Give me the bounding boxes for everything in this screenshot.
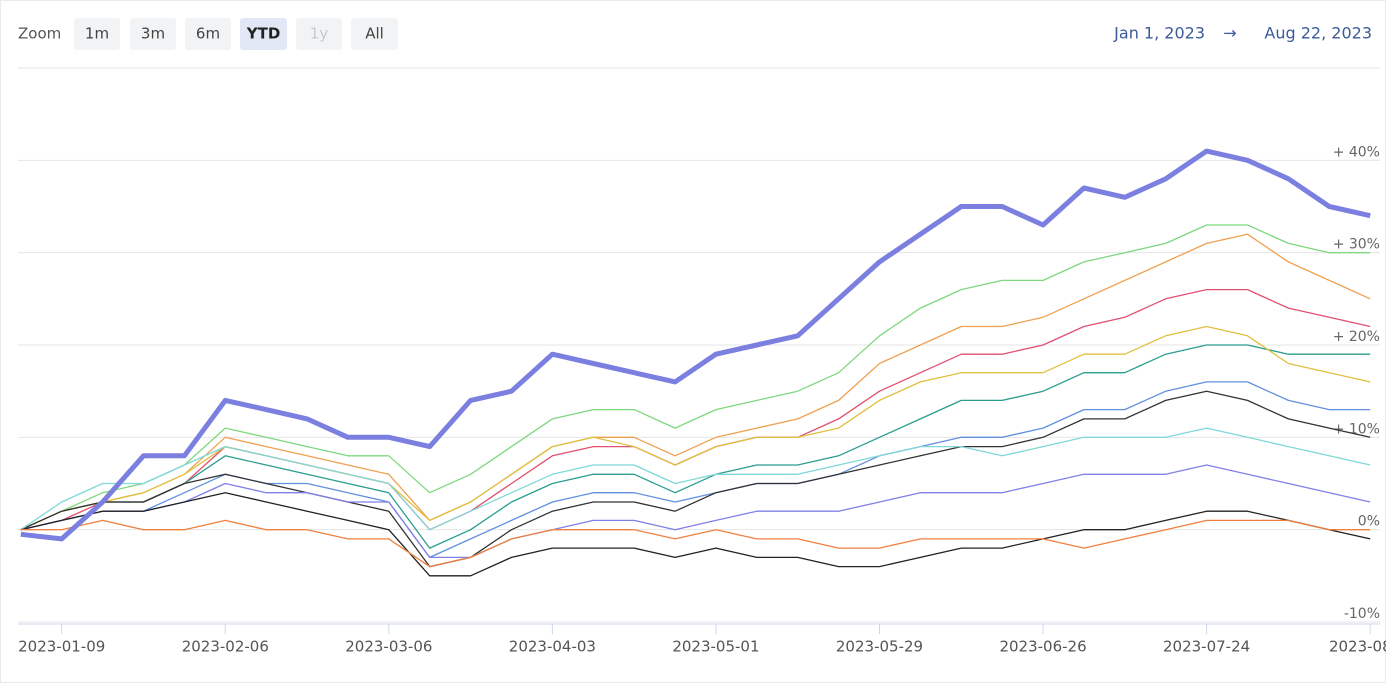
- x-tick-label: 2023-07-24: [1163, 638, 1250, 656]
- x-tick-label: 2023-05-01: [672, 638, 759, 656]
- x-tick-label: 2023-02-06: [182, 638, 269, 656]
- zoom-label: Zoom: [18, 25, 61, 43]
- button-label: All: [365, 25, 384, 43]
- series-line: [20, 427, 1371, 531]
- x-tick-label: 2023-05-29: [836, 638, 923, 656]
- button-label: 6m: [196, 25, 220, 43]
- y-tick-label: -10%: [1344, 606, 1380, 622]
- zoom-button[interactable]: 3m: [130, 18, 176, 50]
- range-arrow: →: [1223, 24, 1236, 43]
- button-label: YTD: [246, 25, 281, 43]
- series-line: [20, 464, 1371, 559]
- button-label: 3m: [141, 25, 165, 43]
- y-tick-label: + 30%: [1333, 237, 1380, 253]
- zoom-button[interactable]: 1m: [74, 18, 120, 50]
- y-tick-label: 0%: [1358, 514, 1380, 530]
- button-bg: [185, 18, 231, 50]
- button-bg: [130, 18, 176, 50]
- zoom-button[interactable]: All: [351, 18, 398, 50]
- x-tick-label: 2023-03-06: [345, 638, 432, 656]
- x-tick-label: 2023-06-26: [999, 638, 1086, 656]
- series-line: [20, 148, 1371, 542]
- series-line: [20, 224, 1371, 531]
- button-label: 1m: [85, 25, 109, 43]
- series-line: [20, 519, 1371, 568]
- series-line: [20, 233, 1371, 531]
- range-start: Jan 1, 2023: [1113, 24, 1205, 43]
- button-bg: [240, 18, 287, 50]
- series-line: [20, 344, 1371, 549]
- series-line: [20, 390, 1371, 568]
- y-tick-label: + 20%: [1333, 329, 1380, 345]
- x-tick-label: 2023-08-...: [1329, 638, 1386, 656]
- button-bg: [296, 18, 342, 50]
- zoom-button[interactable]: 6m: [185, 18, 231, 50]
- button-bg: [74, 18, 120, 50]
- y-tick-label: + 10%: [1333, 421, 1380, 437]
- button-bg: [351, 18, 398, 50]
- button-label: 1y: [310, 25, 329, 43]
- range-end: Aug 22, 2023: [1264, 24, 1372, 43]
- x-tick-label: 2023-04-03: [509, 638, 596, 656]
- x-tick-label: 2023-01-09: [18, 638, 105, 656]
- y-tick-label: + 40%: [1333, 144, 1380, 160]
- zoom-button: 1y: [296, 18, 342, 50]
- series-line: [20, 492, 1371, 577]
- zoom-button[interactable]: YTD: [240, 18, 287, 50]
